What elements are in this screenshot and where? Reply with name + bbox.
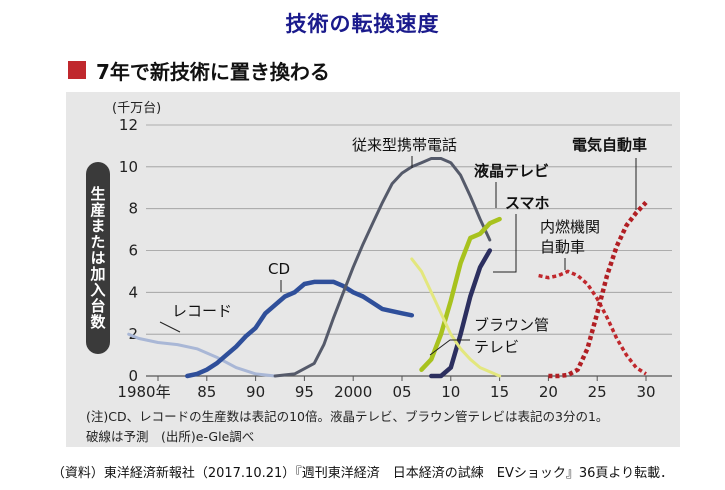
leader-line-crt-tv: [429, 339, 470, 356]
y-tick-label-10: 10: [119, 158, 138, 176]
page-title: 技術の転換速度: [285, 12, 440, 36]
series-line-lcd-tv: [419, 216, 502, 372]
y-tick-label-6: 6: [128, 242, 138, 260]
y-axis-label: 生産または加入台数: [88, 186, 107, 330]
chart-panel: [66, 92, 680, 447]
x-tick-label-2015: 15: [490, 383, 509, 401]
x-tick-label-2005: 05: [392, 383, 411, 401]
series-label-ice-vehicle-line1: 内燃機関: [540, 218, 600, 236]
series-label-crt-tv-line1: ブラウン管: [474, 316, 549, 334]
x-tick-label-1995: 95: [295, 383, 314, 401]
x-tick-label-2030: 30: [636, 383, 655, 401]
section-heading: 7年で新技術に置き換わる: [68, 56, 330, 84]
leader-line-record: [159, 321, 181, 333]
series-label-record: レコード: [172, 302, 232, 320]
section-heading-text: 7年で新技術に置き換わる: [96, 59, 330, 84]
series-label-smartphone: スマホ: [505, 194, 550, 212]
x-tick-label-2010: 10: [441, 383, 460, 401]
source-citation: （資料）東洋経済新報社（2017.10.21）『週刊東洋経済 日本経済の試練 E…: [51, 466, 674, 481]
y-tick-label-0: 0: [128, 367, 138, 385]
series-label-cd: CD: [268, 260, 290, 278]
x-tick-label-1990: 90: [246, 383, 265, 401]
series-line-feature-phone: [273, 157, 492, 378]
series-label-feature-phone: 従来型携帯電話: [352, 136, 457, 154]
series-line-record: [127, 332, 277, 378]
leader-line-smartphone: [493, 214, 517, 273]
series-label-lcd-tv: 液晶テレビ: [474, 162, 549, 180]
series-line-electric-vehicle: [548, 200, 648, 379]
chart-note-line-1: (注)CD、レコードの生産数は表記の10倍。液晶テレビ、ブラウン管テレビは表記の…: [86, 409, 609, 424]
x-tick-label-2020: 20: [539, 383, 558, 401]
series-line-smartphone: [429, 248, 493, 379]
x-tick-label-2000: 2000: [334, 383, 372, 401]
series-line-crt-tv: [410, 257, 502, 378]
y-axis-label-box: 生産または加入台数: [86, 162, 110, 354]
series-label-ice-vehicle-line2: 自動車: [540, 238, 585, 256]
series-label-crt-tv-line2: テレビ: [474, 338, 519, 356]
y-tick-label-8: 8: [128, 200, 138, 218]
y-tick-label-2: 2: [128, 325, 138, 343]
x-tick-label-1980: 1980年: [117, 383, 170, 401]
heading-square-icon: [68, 61, 86, 79]
series-label-electric-vehicle: 電気自動車: [572, 136, 647, 154]
y-unit-label: (千万台): [112, 101, 161, 116]
y-tick-label-4: 4: [128, 283, 138, 301]
y-tick-label-12: 12: [119, 116, 138, 134]
chart-note-line-2: 破線は予測 (出所)e-Gle調べ: [86, 429, 255, 444]
x-tick-label-2025: 25: [588, 383, 607, 401]
x-tick-label-1985: 85: [197, 383, 216, 401]
series-line-cd: [185, 279, 415, 379]
